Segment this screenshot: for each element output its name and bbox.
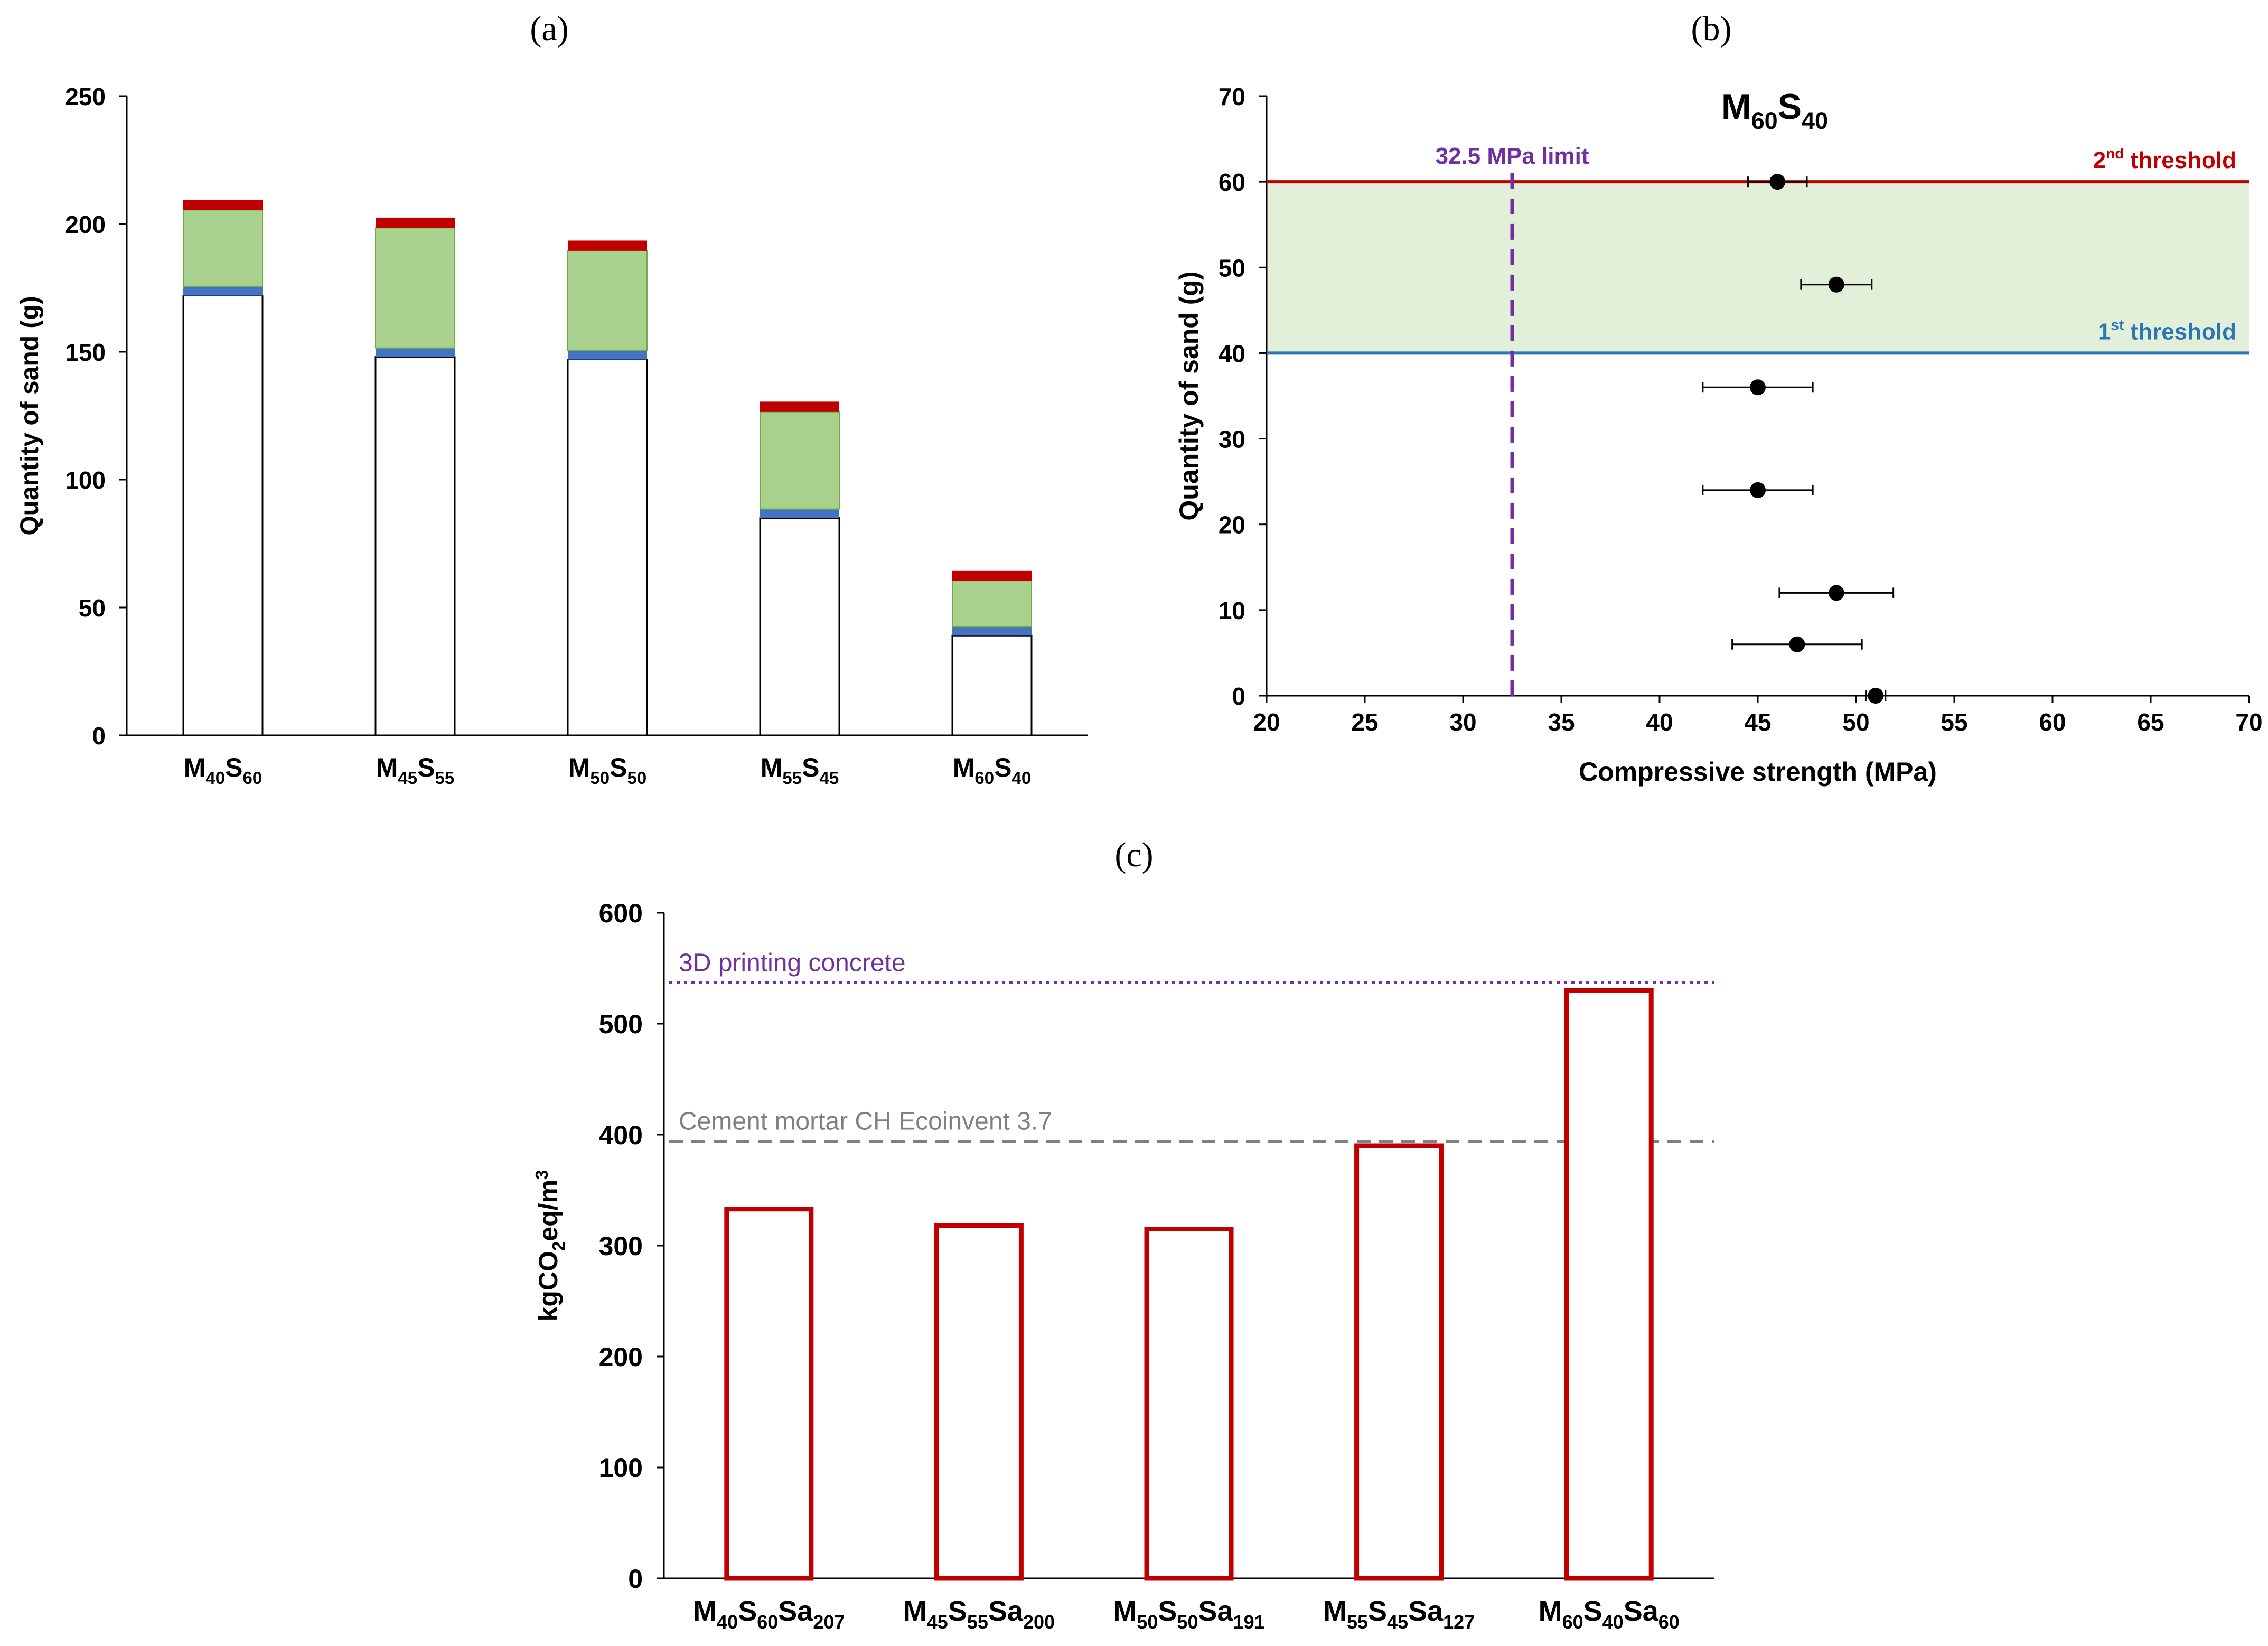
y-tick-label: 0 (628, 1564, 643, 1594)
bar (1564, 988, 1654, 1581)
x-tick-label: 70 (2235, 708, 2262, 736)
chart-a: 0 50 100 150 200 250 Quantity of sand (g) M40S6… (16, 83, 1088, 788)
y-tick-label: 200 (599, 1342, 643, 1372)
y-tick-label: 600 (599, 899, 643, 928)
bar-threshold-1 (183, 286, 263, 296)
bar-threshold-1 (760, 509, 839, 518)
bar-base (374, 356, 456, 736)
x-axis-title: Compressive strength (MPa) (1579, 757, 1937, 787)
x-tick-label: M50S50 (568, 753, 646, 788)
panel-label-c: (c) (1114, 836, 1153, 874)
reference-label: 3D printing concrete (679, 949, 906, 977)
x-tick-label: M45S55Sa200 (903, 1595, 1055, 1633)
x-tick-label: M60S40Sa60 (1539, 1595, 1680, 1633)
panel-label-a: (a) (530, 10, 568, 48)
bar-range (952, 580, 1032, 628)
bar-range (375, 227, 455, 349)
x-tick-label: 60 (2039, 708, 2066, 736)
chart-c: 0 100 200 300 400 500 600 kgCO2eq/m3 3D printing… (532, 899, 1714, 1633)
bar-threshold-1 (952, 626, 1032, 636)
limit-label: 32.5 MPa limit (1435, 143, 1589, 169)
y-tick-label: 20 (1219, 511, 1245, 539)
x-tick-label: 45 (1744, 708, 1771, 736)
y-tick-label: 400 (599, 1120, 643, 1150)
panel-label-b: (b) (1691, 10, 1732, 48)
bar (1144, 1227, 1234, 1581)
bar-range (567, 250, 648, 351)
y-tick-label: 10 (1219, 597, 1245, 624)
y-tick-label: 500 (599, 1009, 643, 1039)
bar-base (182, 295, 264, 736)
x-tick-label: 20 (1253, 708, 1280, 736)
data-point (1769, 174, 1786, 190)
bar-threshold-1 (376, 348, 455, 357)
y-axis-title: Quantity of sand (g) (16, 296, 44, 535)
y-tick-label: 0 (92, 722, 106, 750)
y-tick-label: 30 (1219, 426, 1245, 453)
reference-label: Cement mortar CH Ecoinvent 3.7 (679, 1108, 1052, 1136)
data-point (1828, 585, 1844, 601)
y-axis-title: kgCO2eq/m3 (532, 1170, 568, 1322)
y-tick-label: 40 (1219, 340, 1245, 367)
data-point (1828, 276, 1844, 293)
y-tick-label: 60 (1219, 169, 1245, 196)
bar-base (759, 517, 840, 736)
data-point (1750, 482, 1766, 498)
bar-range (760, 411, 840, 510)
bar-threshold-2 (952, 570, 1032, 581)
x-tick-label: M40S60Sa207 (693, 1595, 845, 1633)
x-tick-label: M55S45Sa127 (1323, 1595, 1475, 1633)
x-tick-label: M55S45 (761, 753, 839, 788)
x-tick-label: M60S40 (953, 753, 1031, 788)
y-axis-title: Quantity of sand (g) (1174, 271, 1204, 520)
x-tick-label: 35 (1548, 708, 1575, 736)
y-tick-label: 100 (65, 466, 106, 494)
bar (724, 1207, 814, 1581)
x-tick-label: M45S55 (376, 753, 454, 788)
x-tick-label: M40S60 (184, 753, 262, 788)
bar (1354, 1143, 1444, 1581)
data-point (1868, 688, 1884, 704)
bar-base (567, 359, 648, 736)
y-tick-label: 50 (79, 594, 106, 622)
bar-threshold-2 (760, 401, 839, 412)
chart-b: 0 10 20 30 40 50 60 70 20 25 30 35 40 45 50 55 60 65 70 Com… (1174, 83, 2263, 787)
y-tick-label: 100 (599, 1453, 643, 1483)
threshold-label: 2nd threshold (2093, 145, 2236, 173)
bar-range (183, 209, 263, 287)
data-point (1789, 636, 1805, 652)
x-tick-label: 50 (1842, 708, 1869, 736)
x-tick-label: M50S50Sa191 (1113, 1595, 1264, 1633)
bar-base (951, 634, 1033, 736)
x-tick-label: 25 (1351, 708, 1378, 736)
bar-threshold-1 (568, 350, 647, 360)
y-tick-label: 70 (1219, 83, 1245, 110)
data-point (1750, 379, 1766, 396)
x-tick-label: 40 (1646, 708, 1673, 736)
bar-threshold-2 (376, 217, 455, 228)
threshold-label: 1st threshold (2098, 316, 2236, 344)
threshold-band (1267, 182, 2249, 353)
y-tick-label: 250 (65, 83, 106, 110)
chart-title: M60S40 (1721, 87, 1828, 134)
y-tick-label: 300 (599, 1231, 643, 1261)
x-tick-label: 30 (1449, 708, 1476, 736)
bar (934, 1223, 1024, 1581)
y-tick-label: 0 (1232, 682, 1245, 710)
x-tick-label: 65 (2137, 708, 2164, 736)
y-tick-label: 50 (1219, 254, 1245, 282)
bar-threshold-2 (568, 240, 647, 251)
x-tick-label: 55 (1941, 708, 1967, 736)
bar-threshold-2 (183, 200, 263, 210)
y-tick-label: 150 (65, 339, 106, 366)
y-tick-label: 200 (65, 211, 106, 238)
